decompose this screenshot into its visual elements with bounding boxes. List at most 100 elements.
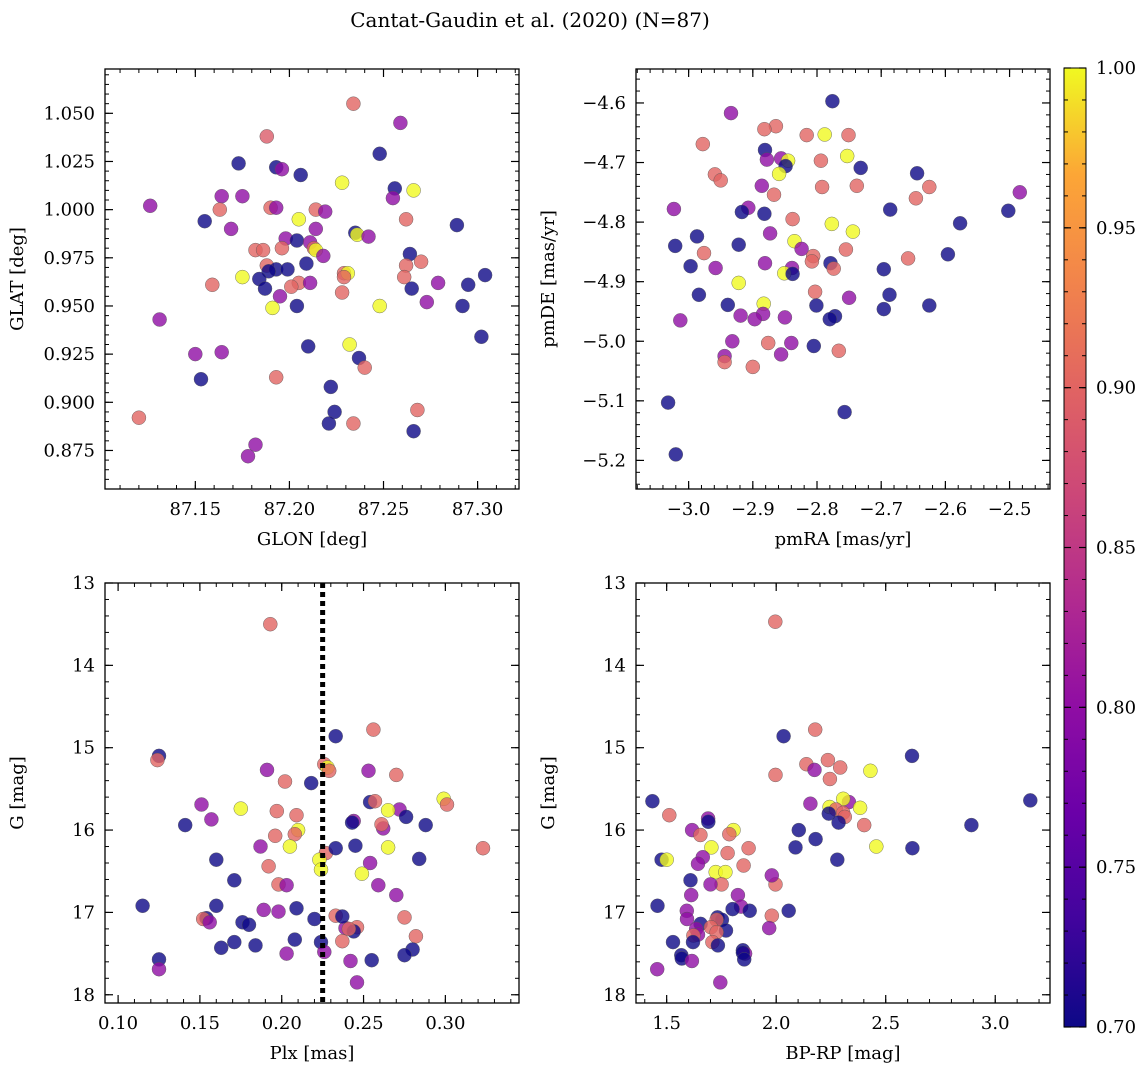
y-tick-label: 17 [603, 902, 626, 923]
scatter-point [922, 179, 937, 195]
y-tick-label: −5.1 [582, 391, 626, 412]
x-tick-label: 0.15 [180, 1013, 220, 1034]
colorbar-ticks: 0.70 0.75 0.80 0.85 0.90 0.95 1.00 [1064, 58, 1136, 1038]
y-tick-label: 15 [72, 738, 95, 759]
scatter-point [335, 934, 350, 949]
scatter-point [736, 858, 751, 873]
scatter-point [683, 873, 698, 888]
ticks: −3.0 −2.9 −2.8 −2.7 −2.6 −2.5 −5.2 −5.1 −5.0 −4.9… [582, 69, 1050, 520]
scatter-point [241, 917, 257, 932]
scatter-point [708, 260, 723, 276]
scatter-point [814, 179, 830, 195]
scatter-point [231, 156, 246, 171]
scatter-point [909, 166, 925, 181]
scatter-point [759, 152, 775, 167]
x-axis-label: Plx [mas] [270, 1043, 355, 1064]
scatter-point [808, 722, 823, 737]
scatter-point [964, 817, 979, 833]
scatter-point [701, 814, 716, 829]
scatter-point [869, 839, 884, 854]
scatter-point [372, 146, 387, 162]
scatter-point [371, 878, 386, 893]
scatter-point [323, 379, 338, 395]
scatter-point [279, 946, 294, 961]
scatter-point [690, 856, 706, 871]
scatter-point [650, 962, 665, 977]
scatter-point [142, 198, 158, 214]
scatter-point [398, 809, 414, 825]
colorbar-tick-label: 0.90 [1096, 378, 1136, 399]
scatter-point [806, 338, 821, 354]
scatter-point [334, 175, 350, 190]
scatter-point [845, 224, 861, 239]
scatter-point [696, 245, 712, 261]
scatter-point [710, 938, 726, 953]
x-tick-label: −2.5 [988, 499, 1032, 520]
scatter-point [831, 343, 846, 358]
y-tick-label: 1.050 [43, 103, 95, 124]
scatter-point [822, 771, 838, 787]
panels: 87.15 87.20 87.25 87.30 0.875 0.900 0.925 0.950… [7, 68, 1051, 1064]
scatter-point [833, 760, 848, 775]
ticks: 1.5 2.0 2.5 3.0 13 14 15 16 17 18 [603, 573, 1050, 1034]
scatter-point [857, 817, 872, 833]
scatter-point [822, 312, 837, 327]
ticks: 87.15 87.20 87.25 87.30 0.875 0.900 0.925 0.950… [43, 69, 519, 520]
scatter-point [720, 297, 735, 313]
scatter-point [684, 887, 699, 903]
x-tick-label: 0.30 [425, 1013, 465, 1034]
scatter-point [666, 201, 682, 217]
scatter-point [343, 953, 358, 969]
scatter-point [703, 877, 718, 892]
scatter-point [475, 841, 491, 856]
scatter-point [406, 424, 421, 439]
scatter-points [645, 614, 1038, 990]
scatter-point [762, 226, 778, 241]
scatter-point [662, 808, 677, 823]
y-axis-label: GLAT [deg] [7, 227, 28, 331]
scatter-point [202, 915, 217, 930]
scatter-point [284, 279, 299, 294]
scatter-point [685, 934, 701, 950]
x-axis-label: pmRA [mas/yr] [775, 529, 912, 550]
scatter-point [328, 729, 343, 744]
y-tick-label: 16 [603, 820, 626, 841]
scatter-point [349, 975, 365, 990]
scatter-point [261, 859, 276, 874]
scatter-point [737, 952, 752, 967]
scatter-point [905, 841, 920, 856]
colorbar-tick-label: 0.70 [1096, 1017, 1136, 1038]
scatter-point [194, 797, 209, 812]
scatter-point [404, 281, 419, 296]
scatter-point [718, 864, 733, 880]
scatter-point [209, 852, 224, 867]
scatter-point [781, 903, 796, 918]
scatter-point [205, 277, 220, 292]
axes-frame [104, 582, 520, 1004]
scatter-point [731, 275, 746, 291]
scatter-point [397, 269, 412, 285]
scatter-point [785, 211, 800, 227]
scatter-point [240, 449, 256, 464]
y-tick-label: 0.950 [43, 296, 95, 317]
y-tick-label: 13 [72, 573, 95, 594]
scatter-point [233, 801, 249, 816]
colorbar-tick-label: 0.85 [1096, 538, 1136, 559]
x-axis-label: BP-RP [mag] [785, 1043, 900, 1064]
scatter-point [804, 254, 820, 269]
scatter-point [673, 313, 688, 328]
scatter-point [301, 339, 316, 354]
scatter-point [722, 827, 737, 842]
scatter-point [209, 898, 224, 913]
scatter-point [825, 93, 840, 109]
scatter-point [1001, 203, 1016, 219]
y-tick-label: 16 [72, 820, 95, 841]
scatter-point [785, 266, 800, 282]
scatter-point [766, 187, 782, 202]
scatter-point [764, 868, 779, 883]
scatter-point [757, 256, 773, 271]
scatter-point [274, 240, 290, 256]
scatter-point [691, 287, 707, 302]
scatter-point [393, 115, 408, 131]
scatter-point [255, 242, 271, 258]
